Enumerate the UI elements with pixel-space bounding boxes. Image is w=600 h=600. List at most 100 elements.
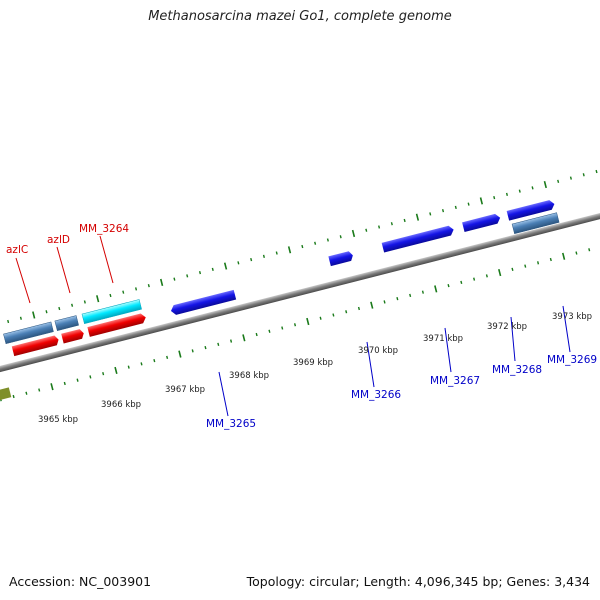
minor-tick: [83, 300, 86, 304]
major-tick: [50, 383, 54, 391]
leader-MM_3266: [366, 341, 375, 388]
label-MM_3269: MM_3269: [547, 354, 597, 366]
genome-backbone: [0, 208, 600, 377]
minor-tick: [230, 339, 233, 343]
label-azlC: azlC: [6, 244, 28, 256]
accession-text: Accession: NC_003901: [9, 574, 152, 589]
kbp-label: 3967 kbp: [165, 385, 205, 395]
kbp-label: 3971 kbp: [423, 334, 463, 344]
minor-tick: [25, 391, 28, 395]
leader-MM_3268: [510, 316, 516, 362]
major-tick: [370, 301, 374, 309]
minor-tick: [102, 372, 105, 376]
minor-tick: [467, 202, 470, 206]
reverse-strand-genes: [0, 212, 560, 402]
label-MM_3268: MM_3268: [492, 364, 542, 376]
gene-MM_3269-lower[interactable]: [511, 212, 560, 235]
gene-MM_3264-upper[interactable]: [81, 299, 142, 325]
minor-tick: [326, 238, 329, 242]
major-tick: [498, 269, 502, 277]
kbp-label: 3972 kbp: [487, 322, 527, 332]
minor-tick: [109, 293, 112, 298]
minor-tick: [7, 319, 10, 324]
minor-tick: [485, 274, 488, 278]
minor-tick: [588, 248, 591, 252]
gene-azlC-upper[interactable]: [3, 321, 54, 345]
major-tick: [242, 334, 246, 342]
minor-tick: [524, 264, 527, 268]
minor-tick: [332, 313, 335, 317]
gene-MM_3264-lower[interactable]: [87, 313, 147, 337]
minor-tick: [127, 365, 130, 369]
minor-tick: [173, 277, 176, 281]
kbp-axis-labels: 3965 kbp 3966 kbp 3967 kbp 3968 kbp 3969…: [38, 312, 592, 425]
minor-tick: [357, 306, 361, 311]
minor-tick: [314, 241, 317, 245]
minor-tick: [268, 329, 271, 333]
minor-tick: [582, 173, 585, 177]
major-tick: [159, 278, 164, 286]
gene-MM_3269-upper[interactable]: [506, 199, 556, 221]
minor-tick: [76, 378, 79, 382]
lower-tick-ring: [0, 248, 591, 402]
kbp-label: 3968 kbp: [229, 371, 269, 381]
minor-tick: [518, 189, 521, 193]
minor-tick: [237, 261, 240, 265]
track-group: [0, 169, 600, 402]
label-MM_3264: MM_3264: [79, 223, 129, 235]
gene-MM_3265[interactable]: [170, 289, 237, 316]
leader-MM_3265: [218, 371, 229, 417]
minor-tick: [140, 362, 143, 366]
label-MM_3266: MM_3266: [351, 389, 401, 401]
minor-tick: [45, 310, 48, 314]
minor-tick: [390, 222, 393, 226]
minor-tick: [319, 316, 322, 320]
leader-azlC: [15, 257, 31, 304]
minor-tick: [204, 345, 207, 350]
minor-tick: [549, 257, 552, 262]
minor-tick: [378, 225, 381, 229]
gene-azlC-lower[interactable]: [11, 335, 60, 357]
minor-tick: [557, 179, 560, 183]
minor-tick: [595, 169, 598, 174]
minor-tick: [58, 306, 61, 311]
minor-tick: [63, 381, 66, 386]
minor-tick: [275, 251, 278, 255]
gene-azlD-upper[interactable]: [54, 315, 79, 331]
minor-tick: [122, 290, 125, 294]
gene-MM_3266[interactable]: [328, 250, 354, 267]
minor-tick: [511, 267, 514, 271]
kbp-label: 3973 kbp: [552, 312, 592, 322]
gene-partial-left: [0, 387, 12, 402]
gene-labels: azlC azlD MM_3264 MM_3265 MM_3266 MM_326…: [6, 223, 597, 430]
minor-tick: [147, 284, 150, 288]
major-tick: [351, 229, 356, 238]
minor-tick: [153, 358, 156, 363]
label-leaders: [15, 235, 571, 417]
minor-tick: [460, 280, 463, 285]
minor-tick: [217, 342, 220, 346]
minor-tick: [281, 326, 284, 330]
kbp-label: 3965 kbp: [38, 415, 78, 425]
forward-strand-genes: [3, 199, 556, 345]
leader-azlD: [56, 246, 71, 294]
minor-tick: [569, 176, 572, 180]
kbp-label: 3966 kbp: [101, 400, 141, 410]
major-tick: [306, 317, 310, 326]
minor-tick: [454, 205, 457, 210]
label-azlD: azlD: [47, 234, 70, 246]
minor-tick: [383, 300, 386, 304]
minor-tick: [211, 267, 214, 271]
label-MM_3267: MM_3267: [430, 375, 480, 387]
major-tick: [543, 180, 547, 189]
minor-tick: [531, 186, 534, 190]
minor-tick: [89, 375, 92, 379]
major-tick: [287, 246, 292, 254]
gene-azlD-lower[interactable]: [61, 328, 85, 344]
gene-MM_3267[interactable]: [381, 225, 455, 253]
minor-tick: [339, 235, 342, 239]
minor-tick: [536, 261, 540, 265]
gene-MM_3268[interactable]: [462, 213, 501, 233]
leader-MM_3264: [99, 235, 114, 284]
